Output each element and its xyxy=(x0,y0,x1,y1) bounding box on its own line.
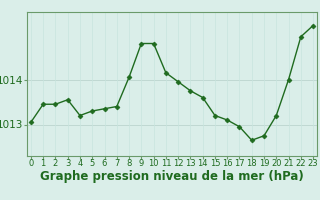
X-axis label: Graphe pression niveau de la mer (hPa): Graphe pression niveau de la mer (hPa) xyxy=(40,170,304,183)
